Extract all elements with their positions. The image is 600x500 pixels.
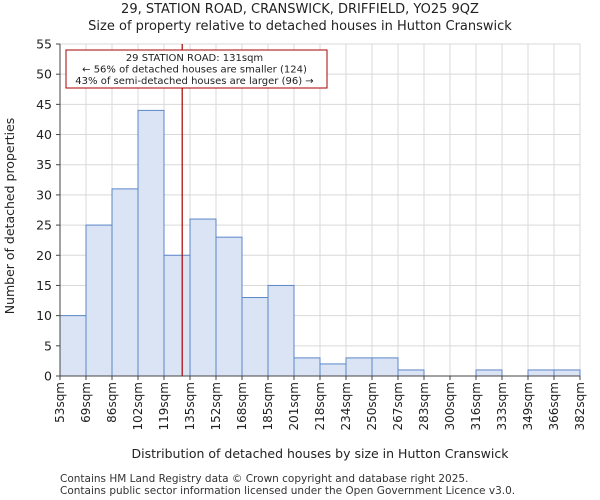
histogram-bar (293, 357, 321, 377)
histogram-bar (553, 369, 581, 377)
x-tick-label: 135sqm (183, 382, 197, 430)
footer-licence: Contains public sector information licen… (60, 485, 516, 497)
histogram-bar (319, 363, 347, 377)
x-tick-label: 300sqm (443, 382, 457, 430)
chart-title-line-1: 29, STATION ROAD, CRANSWICK, DRIFFIELD, … (121, 2, 479, 17)
y-tick-label: 0 (44, 369, 52, 384)
chart-title-line-2: Size of property relative to detached ho… (88, 19, 512, 34)
y-tick-label: 40 (36, 127, 52, 142)
x-tick-label: 185sqm (261, 382, 275, 430)
histogram-bar (527, 369, 555, 377)
histogram-bar (267, 284, 295, 377)
y-tick-label: 35 (36, 157, 52, 172)
x-tick-label: 86sqm (105, 382, 119, 423)
y-tick-label: 20 (36, 248, 52, 263)
x-tick-label: 267sqm (391, 382, 405, 430)
histogram-bar (371, 357, 399, 377)
x-tick-label: 250sqm (365, 382, 379, 430)
histogram-bar (189, 218, 217, 377)
histogram-bar (475, 369, 503, 377)
histogram-bar (111, 188, 139, 377)
x-tick-label: 168sqm (235, 382, 249, 430)
y-tick-label: 45 (36, 97, 52, 112)
x-tick-label: 316sqm (469, 382, 483, 430)
x-tick-label: 69sqm (79, 382, 93, 423)
histogram-bar (397, 369, 425, 377)
histogram-bar (137, 109, 165, 377)
x-tick-label: 349sqm (521, 382, 535, 430)
x-axis-label: Distribution of detached houses by size … (131, 446, 509, 461)
x-tick-label: 102sqm (131, 382, 145, 430)
annotation-text-line: ← 56% of detached houses are smaller (12… (82, 65, 307, 76)
histogram-bar (215, 236, 243, 377)
y-tick-label: 15 (36, 278, 52, 293)
histogram-chart: 0 5 10 15 20 25 30 35 40 45 50 55 53sqm 69sqm 86sqm 10… (2, 37, 587, 462)
x-tick-label: 152sqm (209, 382, 223, 430)
x-tick-label: 382sqm (573, 382, 587, 430)
y-axis-label: Number of detached properties (2, 118, 17, 315)
x-tick-label: 119sqm (157, 382, 171, 430)
annotation-text-line: 43% of semi-detached houses are larger (… (75, 76, 313, 87)
x-tick-label: 53sqm (53, 382, 67, 423)
histogram-bar (241, 297, 269, 377)
y-tick-label: 25 (36, 218, 52, 233)
y-tick-label: 55 (36, 37, 52, 52)
x-tick-label: 283sqm (417, 382, 431, 430)
x-tick-label: 218sqm (313, 382, 327, 430)
histogram-bar (59, 315, 87, 377)
y-tick-label: 50 (36, 67, 52, 82)
y-tick-label: 30 (36, 187, 52, 202)
annotation-text-line: 29 STATION ROAD: 131sqm (126, 53, 263, 64)
x-tick-label: 234sqm (339, 382, 353, 430)
histogram-bar (345, 357, 373, 377)
y-tick-label: 5 (44, 338, 52, 353)
x-tick-label: 366sqm (547, 382, 561, 430)
footer-copyright: Contains HM Land Registry data © Crown c… (60, 473, 469, 485)
histogram-bar (163, 254, 191, 377)
x-tick-label: 333sqm (495, 382, 509, 430)
histogram-bar (85, 224, 113, 377)
x-tick-label: 201sqm (287, 382, 301, 430)
annotation-box (65, 49, 328, 89)
y-tick-label: 10 (36, 308, 52, 323)
